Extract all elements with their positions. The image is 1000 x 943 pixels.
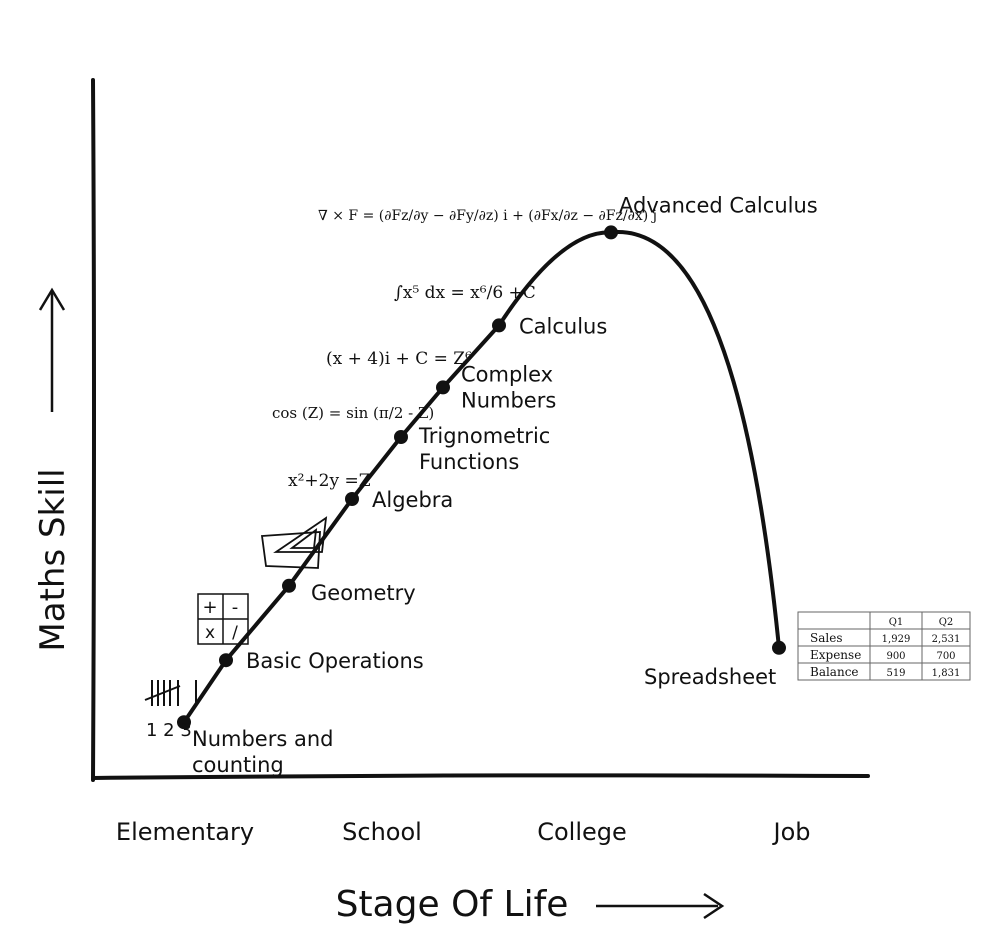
table-cell: 519: [886, 668, 905, 679]
data-point: [394, 430, 408, 444]
table-cell: 1,929: [882, 634, 911, 645]
table-cell: 1,831: [932, 668, 961, 679]
table-header-cell: Q2: [939, 617, 954, 628]
operations-box: + - x /: [197, 593, 249, 645]
x-axis-arrow-icon: [596, 892, 725, 920]
table-cell: 700: [936, 651, 955, 662]
data-point: [772, 640, 786, 655]
data-point: [604, 225, 618, 240]
table-cell: Balance: [810, 665, 859, 679]
data-point: [219, 653, 233, 668]
spreadsheet-table: Q1 Q2 Sales 1,929 2,531 Expense 900 700 Balance 5…: [797, 611, 971, 681]
point-label: Advanced Calculus: [619, 193, 818, 217]
complex-formula: (x + 4)i + C = Z⁶: [326, 349, 472, 369]
plus-icon: +: [202, 597, 217, 618]
times-icon: x: [205, 623, 215, 643]
y-axis-arrow-icon: [38, 287, 66, 412]
calculus-formula: ∫x⁵ dx = x⁶/6 +C: [394, 283, 536, 303]
table-header-cell: Q1: [889, 617, 904, 628]
x-tick-label: School: [342, 818, 422, 846]
point-label: Geometry: [311, 581, 416, 605]
trig-formula: cos (Z) = sin (π/2 - Z): [272, 404, 434, 422]
tally-marks-icon: [144, 680, 197, 706]
data-point: [282, 578, 296, 593]
data-point: [436, 380, 450, 395]
tally-numbers: 1 2 3: [146, 720, 192, 741]
minus-icon: -: [232, 597, 239, 618]
point-label: Complex Numbers: [461, 362, 556, 412]
table-cell: 2,531: [932, 634, 961, 645]
skill-curve: [182, 230, 781, 725]
data-point: [492, 318, 506, 333]
x-axis-label: Stage Of Life: [336, 884, 569, 925]
data-point: [345, 492, 359, 506]
point-label: Calculus: [519, 314, 607, 338]
point-label: Spreadsheet: [644, 665, 776, 689]
y-axis: [91, 78, 96, 782]
point-label: Algebra: [372, 488, 453, 512]
divide-icon: /: [232, 623, 238, 643]
x-tick-label: Job: [772, 818, 811, 846]
x-tick-label: College: [537, 818, 627, 846]
point-label: Numbers and counting: [192, 727, 333, 777]
table-cell: 900: [886, 651, 905, 662]
algebra-formula: x²+2y =Z: [288, 471, 371, 491]
curl-formula: ∇ × F = (∂Fz/∂y − ∂Fy/∂z) i + (∂Fx/∂z − …: [318, 208, 657, 224]
table-cell: Expense: [810, 648, 861, 662]
point-label: Basic Operations: [246, 649, 424, 673]
geometry-shapes-icon: [260, 516, 328, 569]
y-axis-label: Maths Skill: [33, 468, 73, 651]
point-label: Trignometric Functions: [418, 424, 550, 474]
data-point: [177, 715, 191, 730]
table-cell: Sales: [810, 631, 842, 645]
x-axis: [91, 773, 870, 780]
x-tick-label: Elementary: [116, 818, 254, 846]
